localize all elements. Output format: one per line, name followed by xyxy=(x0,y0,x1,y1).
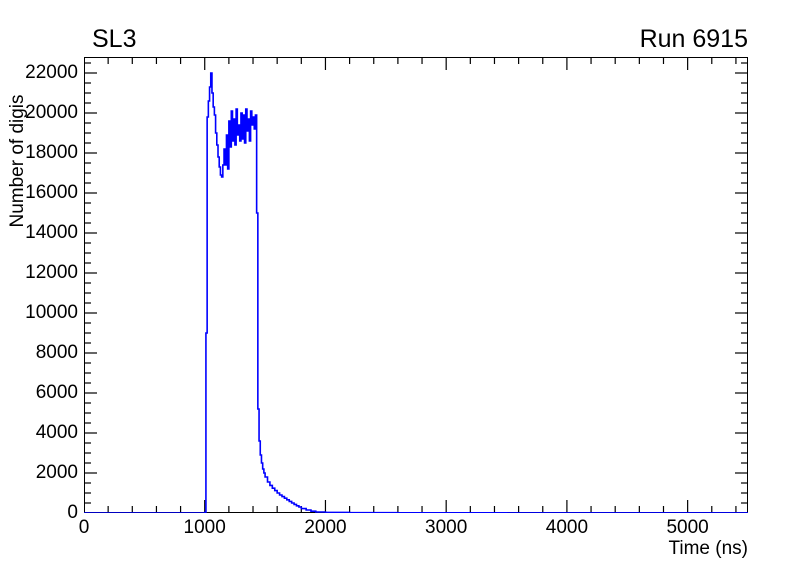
y-tick-label: 18000 xyxy=(25,142,78,163)
y-tick-label: 12000 xyxy=(25,262,78,283)
y-tick-label: 6000 xyxy=(35,382,78,403)
x-axis-labels: 0 1000 2000 3000 4000 5000 xyxy=(0,517,796,547)
y-tick-label: 2000 xyxy=(35,462,78,483)
y-tick-label: 14000 xyxy=(25,222,78,243)
histogram-plot-area xyxy=(84,57,748,513)
y-tick-label: 8000 xyxy=(35,342,78,363)
plot-title-right: Run 6915 xyxy=(639,25,748,53)
histogram-curve xyxy=(84,72,748,513)
y-tick-label: 16000 xyxy=(25,182,78,203)
y-tick-label: 10000 xyxy=(25,302,78,323)
plot-frame xyxy=(84,57,748,513)
y-tick-label: 20000 xyxy=(25,102,78,123)
x-tick-label: 3000 xyxy=(425,517,468,538)
x-tick-label: 1000 xyxy=(183,517,226,538)
x-tick-label: 0 xyxy=(78,517,90,538)
axis-ticks xyxy=(84,57,748,513)
y-tick-label: 0 xyxy=(67,502,78,523)
x-tick-label: 2000 xyxy=(304,517,347,538)
x-tick-label: 4000 xyxy=(545,517,589,538)
x-tick-label: 5000 xyxy=(666,517,709,538)
y-axis-title: Number of digis xyxy=(7,94,28,228)
x-axis-title: Time (ns) xyxy=(668,538,748,559)
y-axis-labels: 0 2000 4000 6000 8000 10000 12000 14000 16000 180… xyxy=(0,57,78,523)
plot-title-left: SL3 xyxy=(92,25,137,53)
y-tick-label: 22000 xyxy=(25,62,78,83)
y-tick-label: 4000 xyxy=(35,422,78,443)
